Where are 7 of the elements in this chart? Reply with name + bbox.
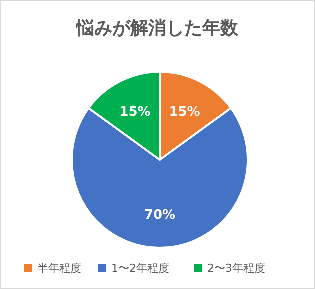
data-label: 15% xyxy=(120,104,151,120)
data-label: 15% xyxy=(169,104,200,120)
legend-label: 半年程度 xyxy=(38,262,82,275)
chart-title: 悩みが解消した年数 xyxy=(76,18,240,39)
data-label: 70% xyxy=(144,208,176,224)
legend-label: 1〜2年程度 xyxy=(112,262,170,275)
legend-label: 2〜3年程度 xyxy=(208,262,266,275)
